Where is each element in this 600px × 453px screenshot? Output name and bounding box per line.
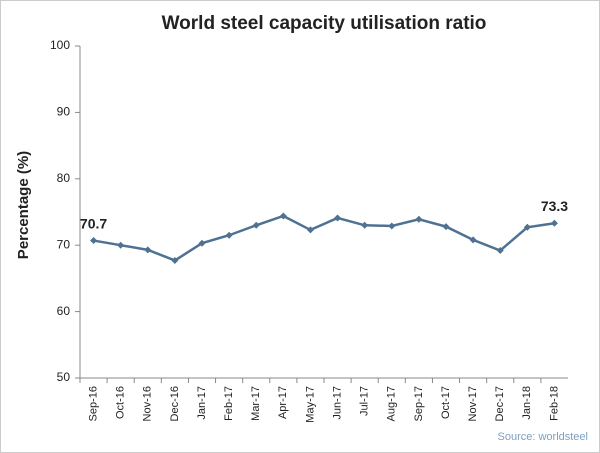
x-tick-label: Dec-16 — [169, 386, 181, 421]
x-tick-label: Aug-17 — [386, 386, 398, 421]
marker — [90, 237, 98, 245]
y-tick-label: 70 — [57, 237, 71, 251]
y-tick-label: 100 — [50, 38, 70, 52]
x-tick-label: Oct-16 — [115, 386, 127, 419]
source: Source: worldsteel — [498, 431, 589, 443]
marker — [306, 226, 314, 234]
x-tick-label: Apr-17 — [277, 386, 289, 419]
marker — [279, 212, 287, 220]
y-tick-label: 60 — [57, 304, 71, 318]
y-axis-title: Percentage (%) — [15, 151, 32, 259]
x-tick-label: Jul-17 — [359, 386, 371, 416]
marker — [252, 221, 260, 229]
x-tick-label: Oct-17 — [440, 386, 452, 419]
x-tick-label: Mar-17 — [250, 386, 262, 421]
data-label: 73.3 — [541, 198, 568, 214]
marker — [225, 231, 233, 239]
x-tick-label: Nov-16 — [142, 386, 154, 421]
x-tick-label: Dec-17 — [494, 386, 506, 421]
marker — [198, 239, 206, 247]
line — [93, 214, 555, 262]
marker — [144, 246, 152, 254]
marker — [334, 214, 342, 222]
marker — [523, 223, 531, 231]
marker — [550, 219, 558, 227]
y-tick-label: 50 — [57, 370, 71, 384]
x-tick-label: Jan-18 — [521, 386, 533, 420]
marker — [388, 222, 396, 230]
y-tick-label: 80 — [57, 171, 71, 185]
marker — [469, 236, 477, 244]
x-tick-label: Feb-18 — [548, 386, 560, 421]
marker — [496, 247, 504, 255]
x-tick-label: Jan-17 — [196, 386, 208, 420]
marker — [442, 223, 450, 231]
y-tick-label: 90 — [57, 105, 71, 119]
chart-title: World steel capacity utilisation ratio — [162, 13, 487, 34]
x-tick-label: Sep-17 — [413, 386, 425, 421]
marker — [361, 221, 369, 229]
x-tick-label: Sep-16 — [87, 386, 99, 421]
x-tick-label: Jun-17 — [331, 386, 343, 420]
x-tick-label: Feb-17 — [223, 386, 235, 421]
marker — [415, 215, 423, 223]
x-tick-label: Nov-17 — [467, 386, 479, 421]
marker — [117, 241, 125, 249]
x-tick-label: May-17 — [304, 386, 316, 423]
marker — [171, 256, 179, 264]
data-label: 70.7 — [80, 215, 107, 231]
